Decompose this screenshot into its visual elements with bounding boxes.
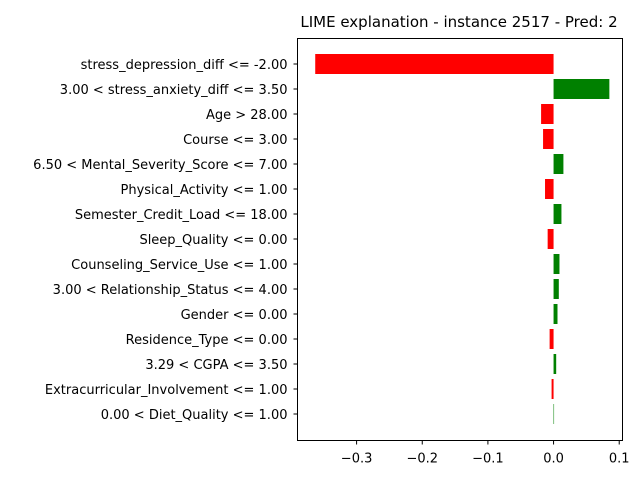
category-label-12: 3.29 < CGPA <= 3.50: [145, 358, 287, 373]
category-label-5: Physical_Activity <= 1.00: [121, 183, 288, 198]
bar-13: [551, 379, 554, 399]
bar-9: [553, 279, 559, 299]
bar-1: [553, 79, 610, 99]
bar-7: [547, 229, 554, 249]
category-label-4: 6.50 < Mental_Severity_Score <= 7.00: [33, 158, 287, 173]
bar-6: [553, 204, 562, 224]
chart-title: LIME explanation - instance 2517 - Pred:…: [300, 13, 617, 31]
category-label-2: Age > 28.00: [206, 108, 288, 123]
plot-frame: [297, 38, 623, 441]
category-label-11: Residence_Type <= 0.00: [126, 333, 288, 348]
category-label-0: stress_depression_diff <= -2.00: [81, 58, 288, 73]
category-label-13: Extracurricular_Involvement <= 1.00: [45, 383, 288, 398]
bars-group: [315, 54, 610, 424]
category-label-9: 3.00 < Relationship_Status <= 4.00: [53, 283, 288, 298]
bar-5: [545, 179, 554, 199]
bar-12: [553, 354, 557, 374]
category-label-3: Course <= 3.00: [183, 133, 287, 148]
x-tick-label-2: −0.1: [472, 452, 504, 467]
bar-8: [553, 254, 560, 274]
bar-4: [553, 154, 564, 174]
x-tick-label-4: 0.1: [609, 452, 630, 467]
bar-2: [541, 104, 554, 124]
x-tick-label-3: 0.0: [543, 452, 564, 467]
bar-0: [315, 54, 554, 74]
bar-11: [549, 329, 554, 349]
x-tick-label-1: −0.2: [406, 452, 438, 467]
category-label-7: Sleep_Quality <= 0.00: [139, 233, 287, 248]
bar-10: [553, 304, 558, 324]
category-label-8: Counseling_Service_Use <= 1.00: [71, 258, 287, 273]
bar-3: [543, 129, 554, 149]
x-tick-label-0: −0.3: [341, 452, 373, 467]
category-label-6: Semester_Credit_Load <= 18.00: [75, 208, 288, 223]
category-labels: stress_depression_diff <= -2.00 3.00 < st…: [33, 58, 298, 423]
category-label-14: 0.00 < Diet_Quality <= 1.00: [101, 408, 288, 423]
category-label-1: 3.00 < stress_anxiety_diff <= 3.50: [60, 83, 288, 98]
x-axis-ticks: −0.3 −0.2 −0.1 0.0 0.1: [341, 440, 630, 467]
category-label-10: Gender <= 0.00: [181, 308, 288, 323]
bar-14: [553, 404, 555, 424]
